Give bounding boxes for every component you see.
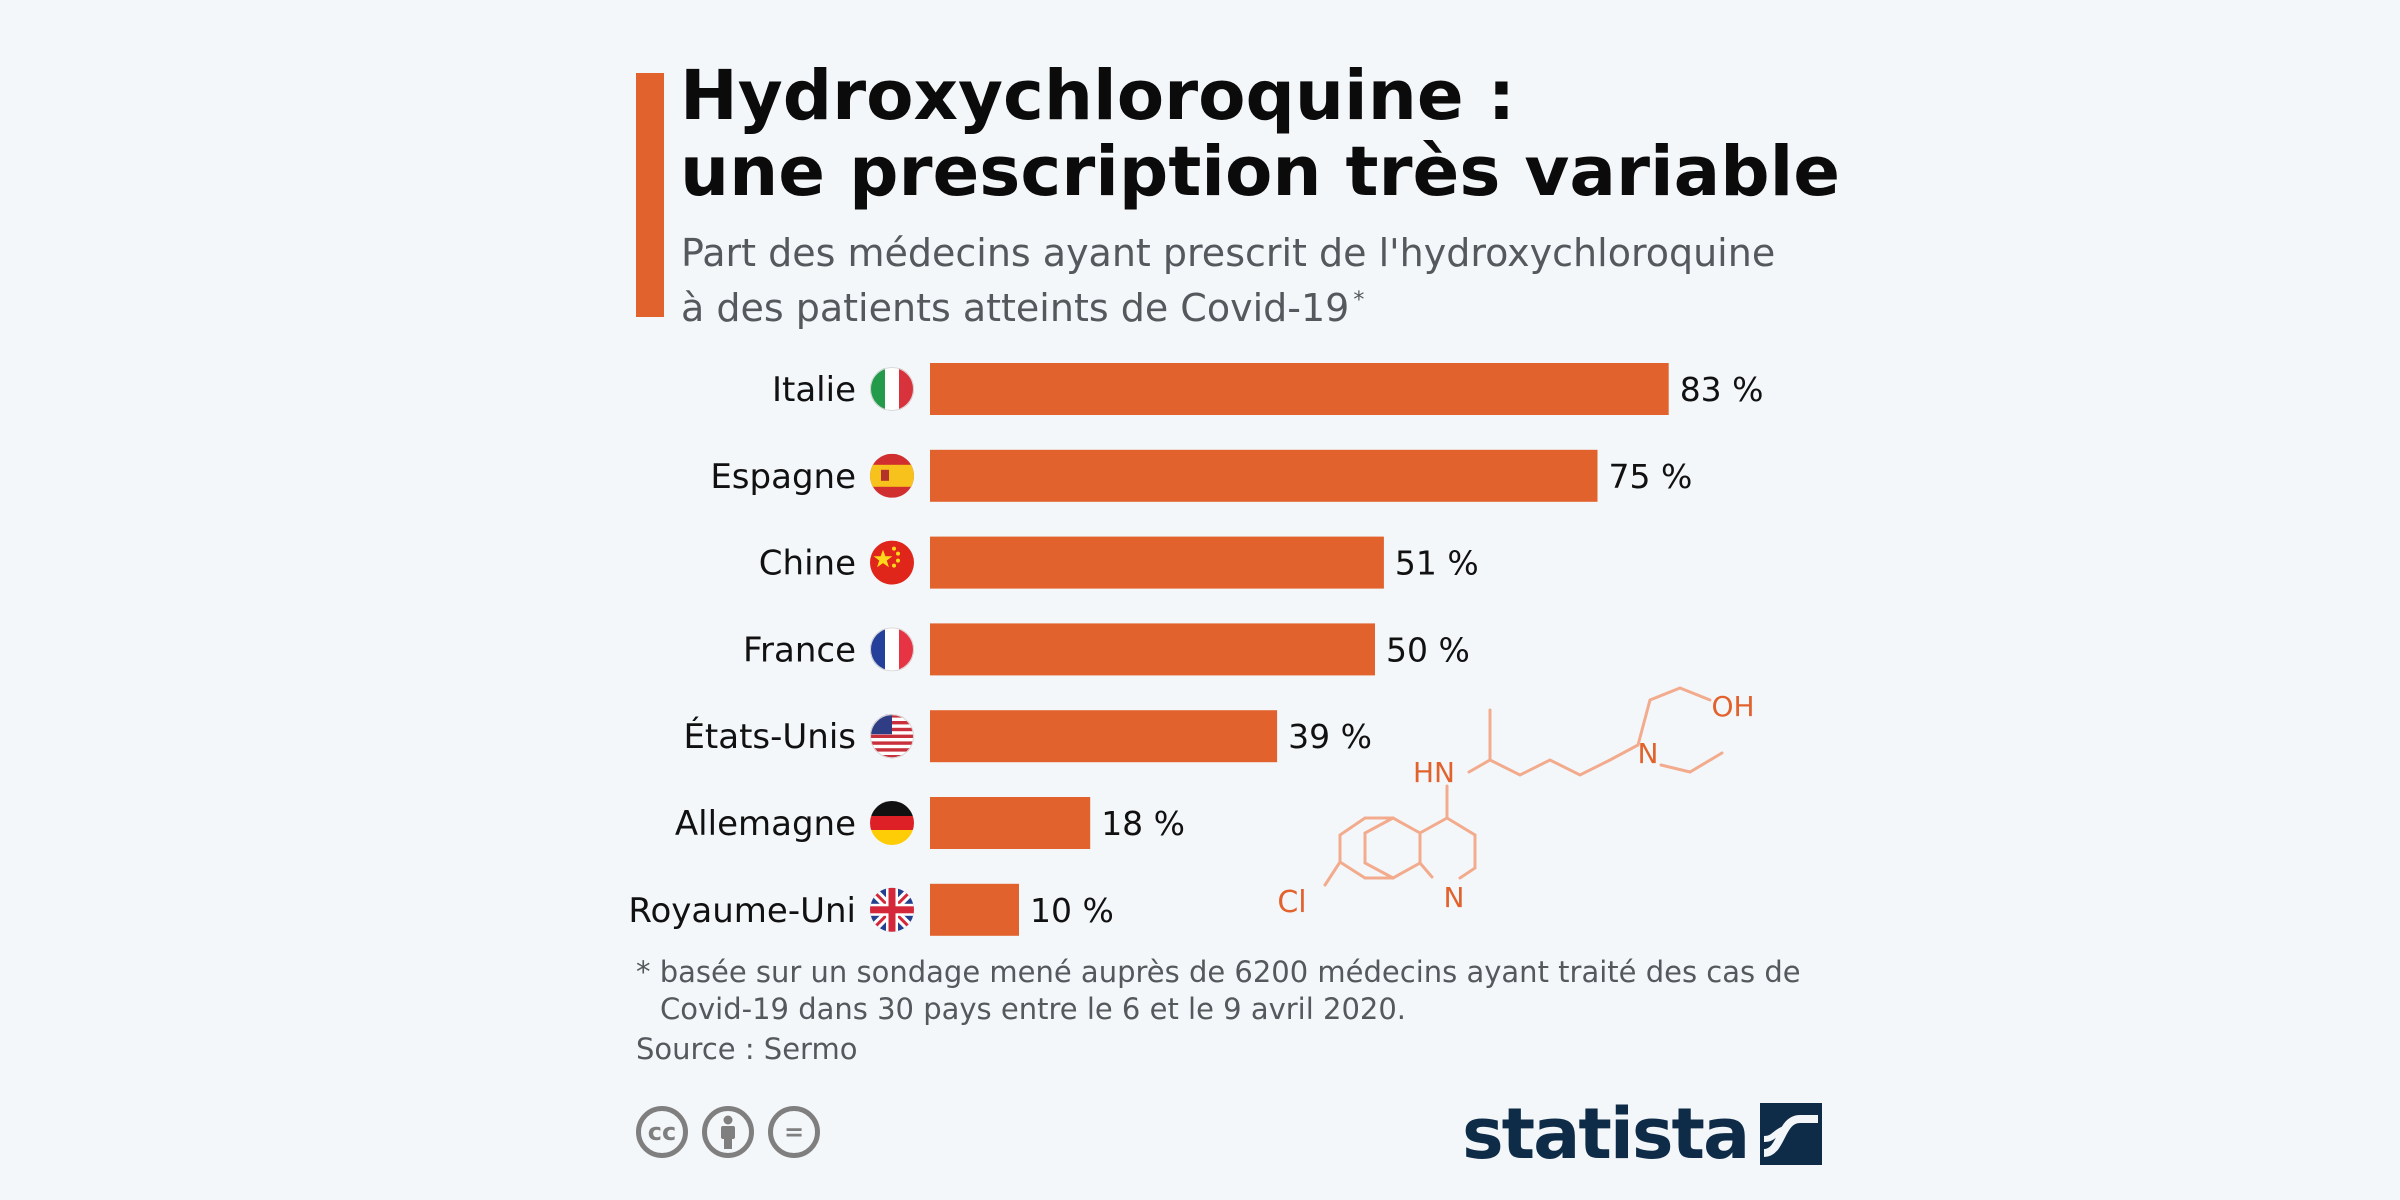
category-label: Chine	[759, 544, 856, 584]
subtitle-line-2: à des patients atteints de Covid-19 *	[681, 277, 1775, 332]
value-label: 18 %	[1101, 804, 1185, 843]
molecule-ring-n-label: N	[1444, 881, 1465, 914]
by-icon[interactable]	[702, 1106, 754, 1158]
bar	[930, 623, 1375, 676]
bar	[930, 449, 1598, 502]
bars-layer: Italie 83 % Espagne 75 % Chine 51 % France 50 %…	[628, 363, 1764, 936]
license-icons: cc =	[636, 1106, 820, 1158]
subtitle-footnote-mark: *	[1353, 288, 1365, 313]
title-line-2: une prescription très variable	[680, 132, 1841, 212]
category-label: Allemagne	[675, 804, 856, 844]
bar-row: Espagne 75 %	[710, 449, 1693, 502]
category-label: Italie	[772, 370, 856, 410]
spain-flag-icon	[870, 454, 914, 498]
title-line-1: Hydroxychloroquine :	[680, 56, 1516, 136]
statista-logo-text: statista	[1462, 1093, 1750, 1175]
bar	[930, 883, 1019, 936]
germany-flag-icon	[870, 801, 914, 845]
uk-flag-icon	[870, 888, 914, 932]
footnote-line-2: Covid-19 dans 30 pays entre le 6 et le 9…	[660, 992, 1407, 1026]
bar-row: États-Unis 39 %	[683, 710, 1372, 763]
subtitle-line-2-text: à des patients atteints de Covid-19	[681, 286, 1350, 330]
china-flag-icon	[870, 541, 914, 585]
molecule-n-label: N	[1638, 737, 1659, 770]
category-label: États-Unis	[683, 716, 856, 757]
statista-logo[interactable]: statista	[1462, 1093, 1823, 1175]
category-label: Royaume-Uni	[628, 891, 856, 931]
chart-title: Hydroxychloroquine : une prescription tr…	[680, 58, 1840, 210]
footnote: * basée sur un sondage mené auprès de 62…	[636, 954, 1801, 1028]
footnote-line-1: * basée sur un sondage mené auprès de 62…	[636, 955, 1801, 989]
subtitle-line-1: Part des médecins ayant prescrit de l'hy…	[681, 231, 1776, 275]
molecule-oh-label: OH	[1711, 690, 1754, 723]
accent-bar	[636, 73, 664, 317]
bar	[930, 363, 1669, 415]
statista-logo-icon	[1760, 1103, 1823, 1165]
cc-icon-text: cc	[647, 1118, 677, 1146]
italy-flag-icon	[870, 367, 914, 411]
bar-row: France 50 %	[743, 623, 1470, 676]
bar-row: Royaume-Uni 10 %	[628, 883, 1114, 936]
value-label: 51 %	[1395, 544, 1479, 583]
chart-subtitle: Part des médecins ayant prescrit de l'hy…	[681, 229, 1775, 332]
value-label: 83 %	[1680, 370, 1764, 409]
usa-flag-icon	[870, 714, 914, 758]
bar	[930, 797, 1091, 849]
molecule-cl-label: Cl	[1277, 885, 1306, 920]
category-label: Espagne	[710, 457, 856, 497]
hydroxychloroquine-molecule-icon: HN N OH Cl N	[1277, 686, 1755, 920]
value-label: 50 %	[1386, 630, 1470, 669]
bar	[930, 710, 1278, 763]
value-label: 10 %	[1030, 891, 1114, 930]
bar-row: Italie 83 %	[772, 363, 1764, 415]
value-label: 39 %	[1288, 717, 1372, 756]
source-text: Source : Sermo	[636, 1032, 858, 1066]
france-flag-icon	[870, 627, 914, 671]
nd-icon-text: =	[783, 1118, 805, 1146]
nd-icon[interactable]: =	[768, 1106, 820, 1158]
value-label: 75 %	[1609, 457, 1693, 496]
category-label: France	[743, 630, 856, 670]
cc-icon[interactable]: cc	[636, 1106, 688, 1158]
bar	[930, 536, 1384, 589]
bar-row: Allemagne 18 %	[675, 797, 1185, 849]
molecule-hn-label: HN	[1413, 756, 1455, 789]
bar-row: Chine 51 %	[759, 536, 1479, 589]
person-icon	[721, 1115, 735, 1149]
